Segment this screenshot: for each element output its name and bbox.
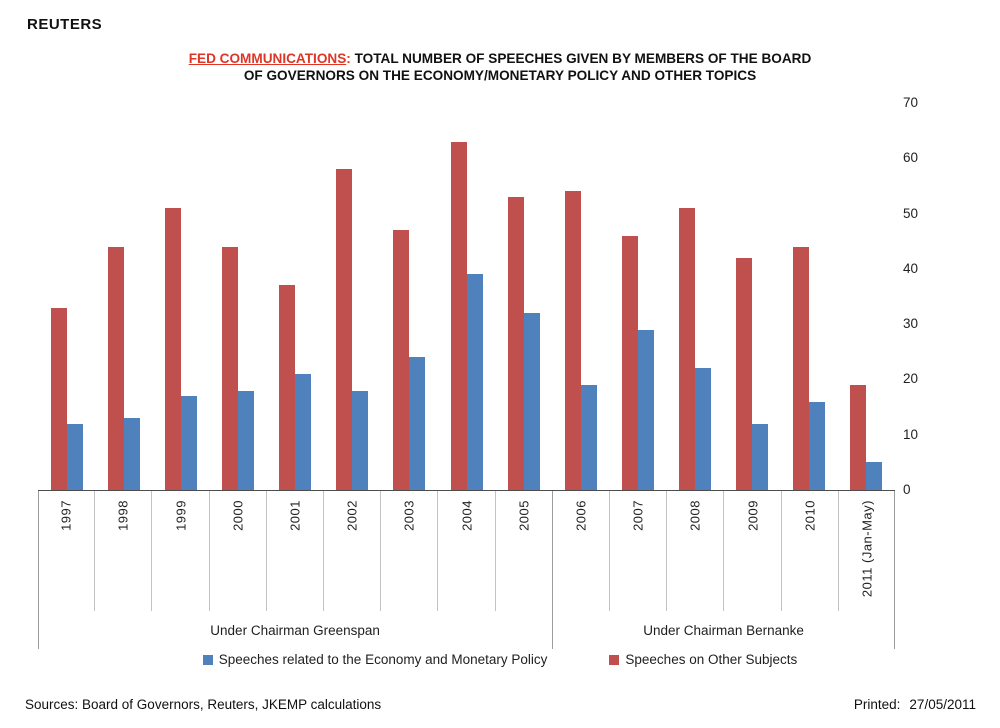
- year-label: 2000: [230, 500, 246, 531]
- bar-2010-s0: [793, 246, 810, 490]
- x-axis-group-row: Under Chairman Greenspan Under Chairman B…: [38, 611, 895, 649]
- bar-2006-s0: [564, 191, 581, 490]
- y-tick-label-10: 10: [903, 426, 919, 442]
- y-tick-label-0: 0: [903, 482, 911, 497]
- bar-2000-s0: [221, 246, 238, 490]
- year-cell: 1998: [95, 491, 153, 611]
- legend-swatch-icon: [202, 654, 213, 665]
- group-label: Under Chairman Bernanke: [643, 622, 804, 638]
- legend-item: Speeches on Other Subjects: [609, 652, 797, 667]
- legend: Speeches related to the Economy and Mone…: [0, 652, 1000, 667]
- year-cell: 2001: [267, 491, 325, 611]
- y-axis: 0 10 20 30 40 50 60 70: [903, 95, 948, 503]
- bar-2006-s1: [580, 384, 597, 490]
- bar-1997-s0: [50, 307, 67, 490]
- year-label: 2008: [687, 500, 703, 531]
- bar-2005-s1: [523, 313, 540, 490]
- printed-label: Printed:: [853, 697, 901, 712]
- year-label: 2007: [630, 500, 646, 531]
- year-label: 2006: [573, 500, 589, 531]
- year-cell: 2006: [553, 491, 611, 611]
- y-tick-label-20: 20: [903, 371, 919, 387]
- bar-2007-s1: [637, 329, 654, 490]
- bar-2008-s0: [679, 208, 696, 490]
- year-cell: 2004: [438, 491, 496, 611]
- chart-title-line2: OF GOVERNORS ON THE ECONOMY/MONETARY POL…: [243, 67, 757, 83]
- year-label: 2002: [344, 500, 360, 531]
- year-cell: 2003: [381, 491, 439, 611]
- bar-2008-s1: [695, 368, 712, 490]
- bar-2007-s0: [621, 235, 638, 490]
- legend-label: Speeches on Other Subjects: [625, 652, 798, 667]
- bar-2001-s0: [279, 285, 296, 490]
- year-label: 2010: [802, 500, 818, 531]
- bar-2011-jan-may--s1: [866, 462, 883, 490]
- bar-2009-s0: [736, 257, 753, 490]
- y-tick-label-50: 50: [903, 205, 919, 221]
- bar-2004-s0: [450, 141, 467, 490]
- group-label: Under Chairman Greenspan: [210, 622, 380, 638]
- bar-2010-s1: [809, 401, 826, 490]
- y-tick-label-60: 60: [903, 150, 919, 166]
- group-boundary-line: [894, 491, 895, 649]
- bar-2002-s1: [352, 390, 369, 490]
- chart-title: FED COMMUNICATIONS: TOTAL NUMBER OF SPEE…: [0, 51, 1000, 84]
- printed-note: Printed: 27/05/2011: [854, 697, 976, 712]
- bar-2001-s1: [295, 373, 312, 490]
- y-tick-label-40: 40: [903, 260, 919, 276]
- year-cell: 1997: [38, 491, 96, 611]
- reuters-logo: REUTERS: [27, 16, 103, 33]
- year-label: 1998: [115, 500, 131, 531]
- year-label: 2005: [516, 500, 532, 531]
- year-cell: 2007: [610, 491, 668, 611]
- year-cell: 2000: [210, 491, 267, 611]
- bar-1998-s1: [123, 418, 140, 490]
- bar-2003-s0: [393, 230, 410, 490]
- bar-2000-s1: [237, 390, 254, 490]
- bar-2004-s1: [466, 274, 483, 490]
- bar-2002-s0: [336, 169, 353, 490]
- title-rest-line1: TOTAL NUMBER OF SPEECHES GIVEN BY MEMBER…: [350, 51, 812, 66]
- plot-area: [38, 103, 895, 490]
- year-label: 1999: [173, 500, 188, 531]
- bar-1999-s1: [180, 396, 197, 490]
- year-cell: 2009: [724, 491, 782, 611]
- group-boundary-line: [38, 491, 39, 649]
- year-label: 2011 (Jan-May): [859, 500, 875, 598]
- x-axis-table: 1997 1998 1999 2000 2001 2002 2003 2004 2005 2006…: [38, 490, 895, 649]
- bar-2009-s1: [752, 423, 769, 490]
- bar-1998-s0: [107, 246, 124, 490]
- x-axis-year-row: 1997 1998 1999 2000 2001 2002 2003 2004 2005 2006…: [38, 491, 895, 611]
- bar-2011-jan-may--s0: [850, 384, 867, 490]
- year-label: 1997: [58, 500, 74, 531]
- y-tick-label-70: 70: [903, 95, 919, 110]
- group-boundary-line: [552, 491, 554, 649]
- year-cell: 1999: [152, 491, 210, 611]
- printed-date: 27/05/2011: [909, 697, 976, 712]
- year-label: 2009: [745, 500, 761, 531]
- year-cell: 2011 (Jan-May): [839, 491, 895, 611]
- title-colon: :: [346, 51, 351, 66]
- bar-2003-s1: [409, 357, 426, 490]
- year-label: 2004: [459, 500, 475, 531]
- year-cell: 2002: [324, 491, 382, 611]
- y-tick-label-30: 30: [903, 316, 919, 332]
- year-label: 2003: [401, 500, 417, 531]
- group-label-cell: Under Chairman Greenspan: [38, 611, 552, 649]
- year-cell: 2008: [667, 491, 725, 611]
- legend-label: Speeches related to the Economy and Mone…: [218, 652, 548, 667]
- legend-swatch-icon: [609, 654, 620, 665]
- bar-1997-s1: [66, 423, 83, 490]
- legend-item: Speeches related to the Economy and Mone…: [202, 652, 548, 667]
- year-cell: 2005: [496, 491, 553, 611]
- group-label-cell: Under Chairman Bernanke: [552, 611, 895, 649]
- bar-1999-s0: [164, 208, 181, 490]
- bar-2005-s0: [507, 197, 524, 490]
- sources-note: Sources: Board of Governors, Reuters, JK…: [25, 697, 382, 712]
- title-highlight: FED COMMUNICATIONS: [188, 51, 347, 66]
- year-label: 2001: [287, 500, 303, 531]
- chart-title-line1: FED COMMUNICATIONS: TOTAL NUMBER OF SPEE…: [189, 51, 812, 66]
- year-cell: 2010: [782, 491, 839, 611]
